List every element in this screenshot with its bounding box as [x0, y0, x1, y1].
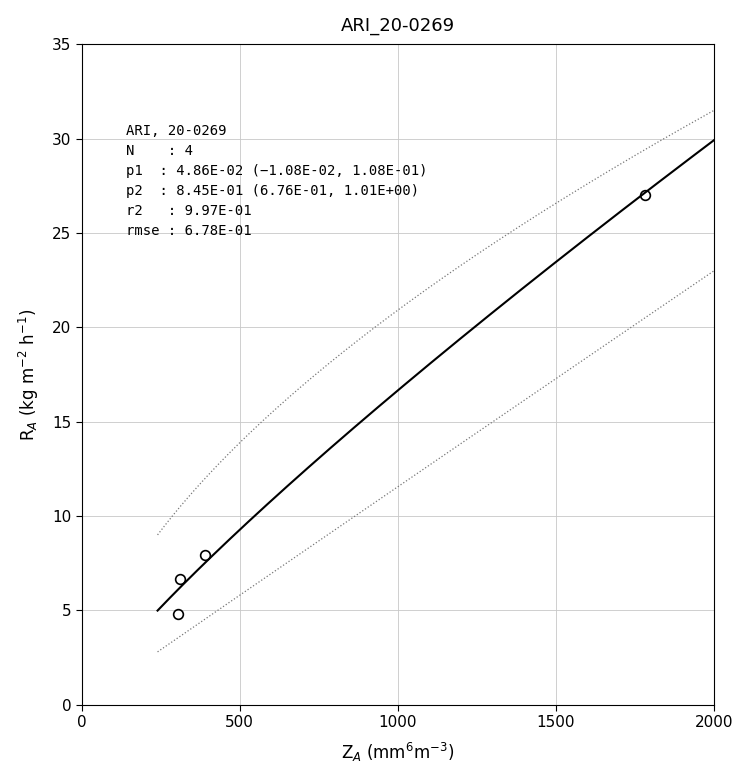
X-axis label: Z$_{A}$ (mm$^{6}$m$^{-3}$): Z$_{A}$ (mm$^{6}$m$^{-3}$): [341, 741, 454, 765]
Y-axis label: R$_{A}$ (kg m$^{-2}$ h$^{-1}$): R$_{A}$ (kg m$^{-2}$ h$^{-1}$): [16, 308, 40, 440]
Title: ARI_20-0269: ARI_20-0269: [340, 16, 455, 34]
Text: ARI, 20-0269
N    : 4
p1  : 4.86E-02 (−1.08E-02, 1.08E-01)
p2  : 8.45E-01 (6.76E: ARI, 20-0269 N : 4 p1 : 4.86E-02 (−1.08E…: [126, 123, 427, 237]
